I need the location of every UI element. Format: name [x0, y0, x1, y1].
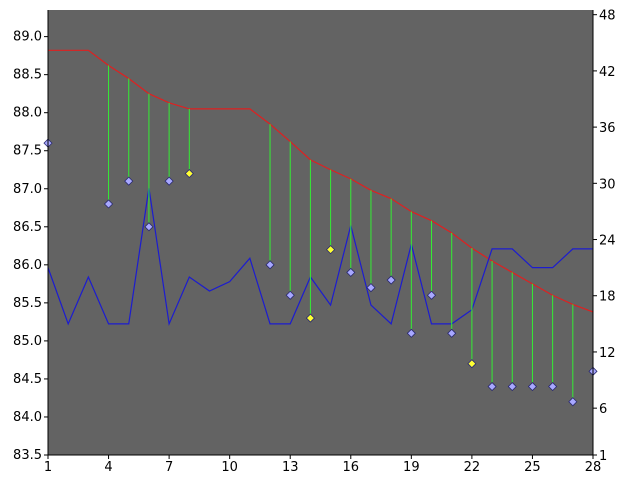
left-tick-label: 89.0 — [13, 30, 42, 45]
x-tick-label: 10 — [221, 460, 238, 475]
right-tick-label: 42 — [599, 65, 616, 80]
x-tick-label: 19 — [403, 460, 420, 475]
diamond-marker — [285, 290, 295, 300]
x-tick-label: 25 — [524, 460, 541, 475]
diamond-markers — [43, 138, 598, 407]
left-tick-label: 87.0 — [13, 182, 42, 197]
left-tick-label: 85.5 — [13, 296, 42, 311]
blue-line — [47, 187, 593, 327]
x-tick-label: 1 — [44, 460, 52, 475]
left-tick-label: 85.0 — [13, 334, 42, 349]
x-tick-label: 28 — [585, 460, 602, 475]
left-tick-label: 88.5 — [13, 68, 42, 83]
diamond-marker — [426, 290, 437, 300]
diamond-marker — [103, 199, 114, 209]
left-tick-label: 86.0 — [13, 258, 42, 273]
blue-line-series — [47, 187, 593, 327]
right-axis-ticks: 1 6 12 18 24 30 36 42 48 — [593, 9, 616, 464]
x-tick-label: 7 — [165, 460, 173, 475]
diamond-marker — [406, 328, 416, 338]
x-tick-label: 4 — [104, 460, 112, 475]
right-tick-label: 36 — [599, 121, 616, 136]
right-tick-label: 30 — [599, 177, 616, 192]
left-tick-label: 88.0 — [13, 106, 42, 121]
diamond-marker — [164, 176, 174, 186]
red-line — [48, 49, 594, 313]
diamond-marker — [326, 245, 336, 255]
plot-background — [48, 10, 593, 455]
right-tick-label: 18 — [599, 290, 616, 305]
x-tick-label: 22 — [464, 460, 481, 475]
right-tick-label: 24 — [599, 234, 616, 249]
diamond-marker — [144, 222, 154, 232]
left-tick-label: 83.5 — [13, 448, 42, 463]
diamond-marker — [527, 381, 538, 392]
diamond-marker — [568, 397, 578, 407]
left-tick-label: 87.5 — [13, 144, 42, 159]
right-tick-label: 48 — [599, 9, 616, 24]
diamond-marker — [305, 313, 315, 323]
diamond-marker — [487, 381, 497, 392]
left-axis-ticks: 83.5 84.0 84.5 85.0 85.5 86.0 86.5 87.0 87.5 88.0… — [13, 30, 48, 463]
left-tick-label: 84.5 — [13, 372, 42, 387]
red-line-series — [48, 49, 594, 313]
right-tick-label: 1 — [599, 449, 607, 464]
x-axis-ticks: 1 4 7 10 13 16 19 22 25 28 — [44, 455, 601, 475]
diamond-marker — [507, 381, 517, 392]
left-tick-label: 84.0 — [13, 410, 42, 425]
x-tick-label: 13 — [282, 460, 299, 475]
diamond-marker — [184, 168, 194, 179]
right-tick-label: 6 — [599, 402, 607, 417]
diamond-marker — [467, 359, 477, 369]
left-tick-label: 86.5 — [13, 220, 42, 235]
diamond-marker — [265, 260, 275, 270]
diamond-marker — [386, 275, 396, 285]
axes — [47, 10, 594, 456]
diamond-marker — [346, 267, 356, 278]
right-tick-label: 12 — [599, 346, 616, 361]
diamond-marker — [366, 283, 376, 293]
x-tick-label: 16 — [343, 460, 360, 475]
diamond-marker — [548, 381, 558, 392]
diamond-marker — [447, 328, 457, 338]
diamond-marker — [124, 176, 134, 186]
